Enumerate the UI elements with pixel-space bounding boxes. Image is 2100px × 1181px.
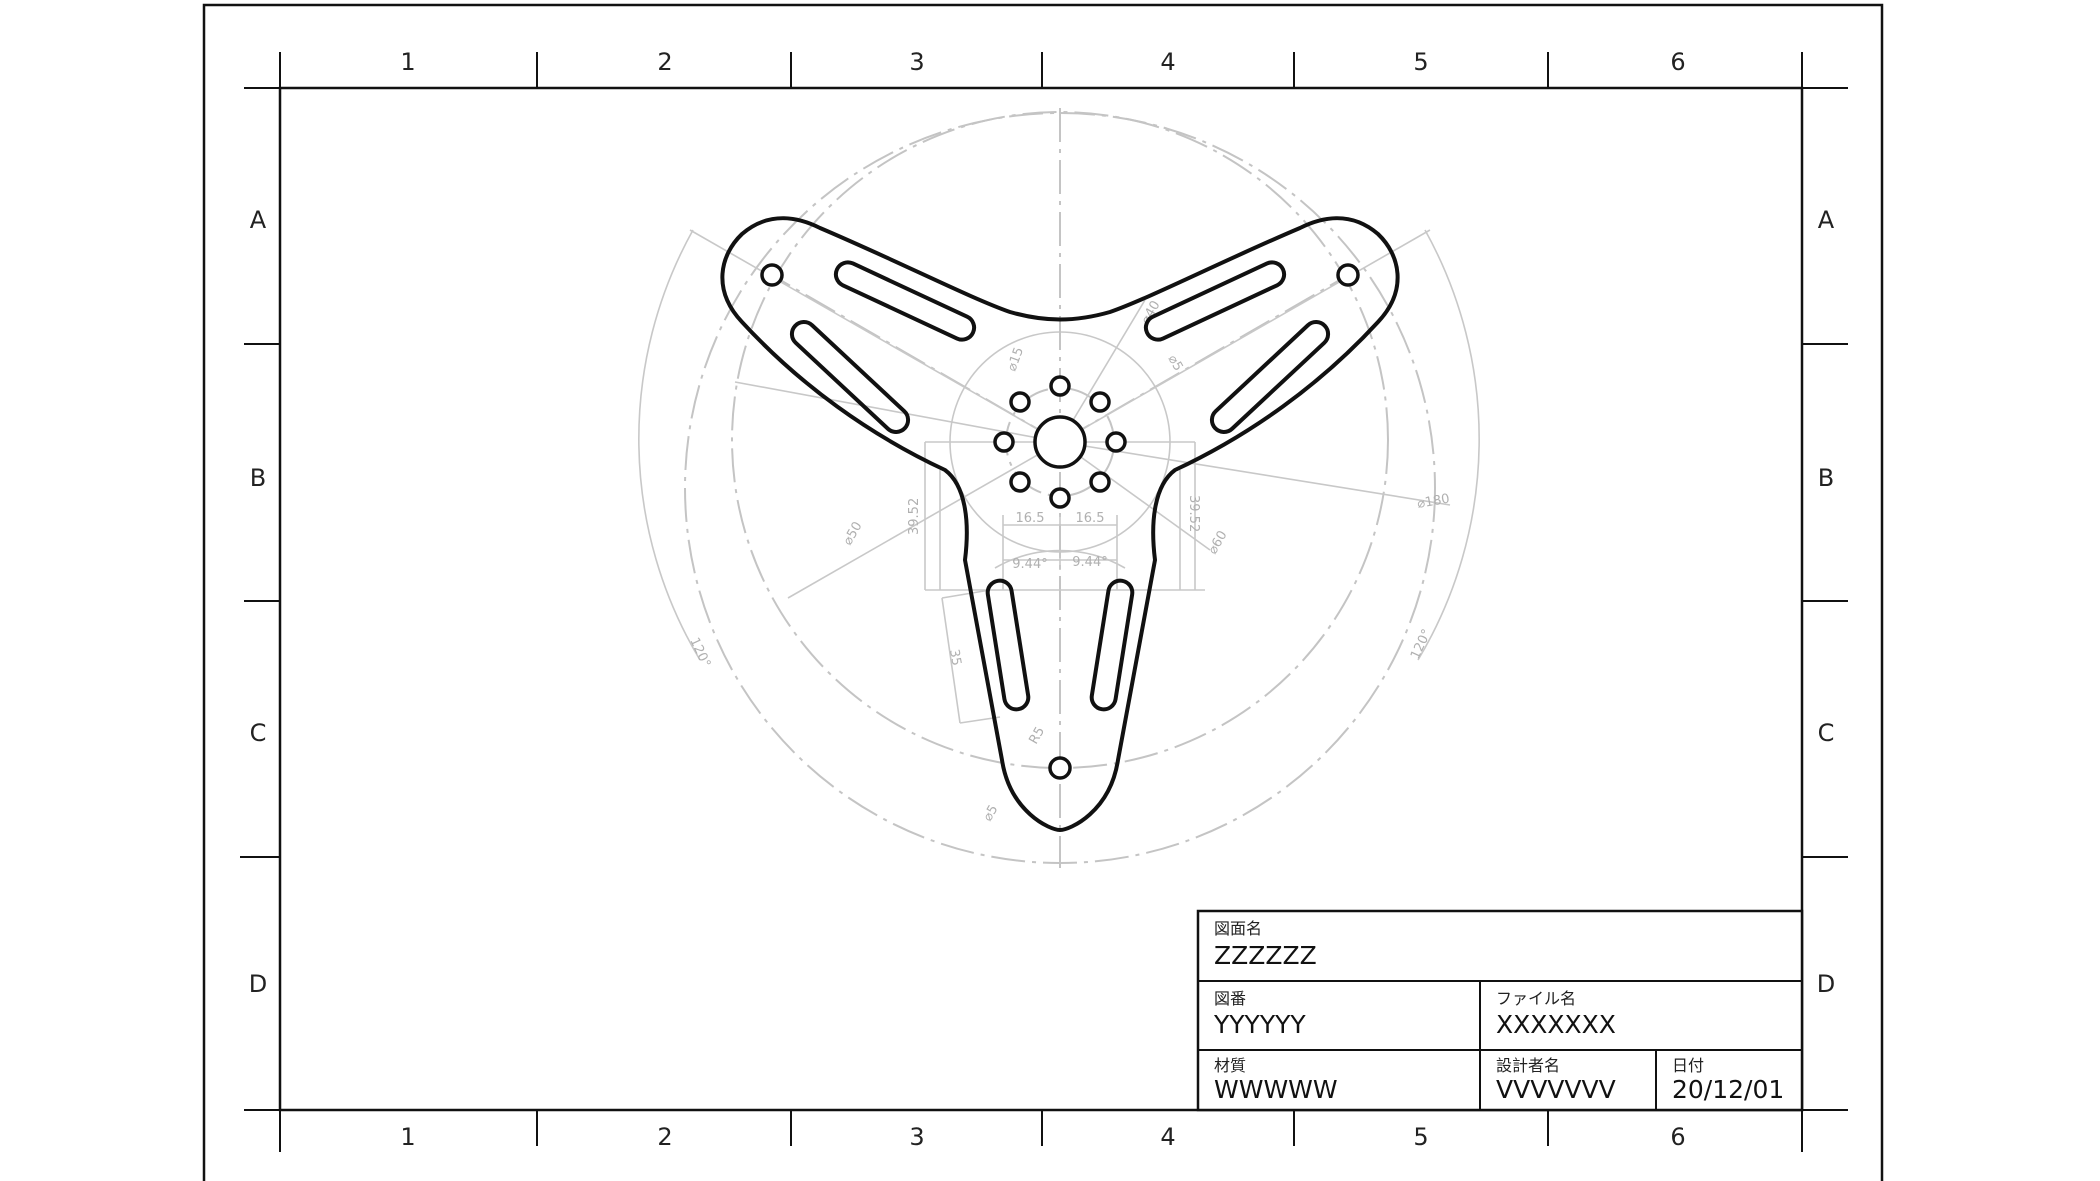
slot-top-right bbox=[1143, 260, 1287, 342]
column-label-bottom-3: 3 bbox=[909, 1123, 924, 1151]
dim-angle-120-right: 120° bbox=[1408, 627, 1435, 662]
column-label-top-5: 5 bbox=[1413, 48, 1428, 76]
column-label-top-1: 1 bbox=[400, 48, 415, 76]
part-outline bbox=[720, 216, 1400, 832]
dim-width-16-5-right: 16.5 bbox=[1076, 511, 1105, 526]
slot-upper-right bbox=[1209, 320, 1331, 434]
dim-length-35: 35 bbox=[946, 648, 964, 667]
column-label-top-3: 3 bbox=[909, 48, 924, 76]
slot-lower-left bbox=[985, 578, 1031, 712]
row-label-right-a: A bbox=[1818, 206, 1835, 234]
row-label-right-b: B bbox=[1818, 464, 1834, 492]
dim-height-39-52-left: 39.52 bbox=[907, 498, 922, 535]
dim-diameter-60: ⌀60 bbox=[1205, 528, 1230, 557]
hub-hole-7 bbox=[993, 431, 1015, 453]
row-label-right-c: C bbox=[1818, 719, 1835, 747]
mount-hole-left bbox=[760, 263, 784, 287]
dim-radius-5: R5 bbox=[1026, 725, 1048, 747]
row-label-left-b: B bbox=[250, 464, 266, 492]
column-label-bottom-6: 6 bbox=[1670, 1123, 1685, 1151]
material-label: 材質 bbox=[1214, 1056, 1246, 1075]
row-ticks bbox=[240, 343, 1848, 858]
dim-height-39-52-right: 39.52 bbox=[1186, 495, 1201, 532]
row-label-right-d: D bbox=[1817, 970, 1835, 998]
material-value: WWWWW bbox=[1214, 1075, 1338, 1104]
drawing-number-label: 図番 bbox=[1214, 989, 1246, 1008]
dim-angle-9-44-left: 9.44° bbox=[1012, 557, 1047, 572]
slot-top-left bbox=[833, 260, 977, 342]
date-value: 20/12/01 bbox=[1672, 1075, 1784, 1104]
dim-angle-120-left: 120° bbox=[686, 635, 713, 670]
column-label-bottom-5: 5 bbox=[1413, 1123, 1428, 1151]
slot-lower-right bbox=[1089, 578, 1135, 712]
file-name-label: ファイル名 bbox=[1496, 989, 1576, 1008]
drawing-number-value: YYYYYY bbox=[1213, 1010, 1306, 1039]
column-label-bottom-4: 4 bbox=[1160, 1123, 1175, 1151]
designer-label: 設計者名 bbox=[1496, 1056, 1560, 1075]
column-label-top-6: 6 bbox=[1670, 48, 1685, 76]
dim-angle-9-44-right: 9.44° bbox=[1072, 555, 1107, 570]
hub-hole-1 bbox=[1049, 375, 1071, 397]
dim-diameter-50: ⌀50 bbox=[840, 519, 865, 548]
hub-hole-3 bbox=[1105, 431, 1127, 453]
dim-diameter-5-bottom: ⌀5 bbox=[980, 803, 1001, 824]
column-label-bottom-1: 1 bbox=[400, 1123, 415, 1151]
date-label: 日付 bbox=[1672, 1056, 1704, 1075]
dim-width-16-5-left: 16.5 bbox=[1016, 511, 1045, 526]
drawing-name-value: ZZZZZZ bbox=[1214, 941, 1317, 970]
column-ticks bbox=[536, 52, 1549, 1146]
part-drawing: ⌀180 ⌀50 ⌀40 ⌀60 ⌀15 ⌀5 ⌀5 16.5 16.5 39.… bbox=[638, 108, 1480, 868]
column-label-bottom-2: 2 bbox=[657, 1123, 672, 1151]
bolt-circle bbox=[731, 111, 1389, 769]
column-label-top-2: 2 bbox=[657, 48, 672, 76]
designer-value: VVVVVVV bbox=[1496, 1075, 1616, 1104]
dim-diameter-180: ⌀180 bbox=[1416, 491, 1451, 511]
mount-hole-right bbox=[1336, 263, 1360, 287]
file-name-value: XXXXXXX bbox=[1496, 1010, 1616, 1039]
title-block: 図面名 ZZZZZZ 図番 YYYYYY ファイル名 XXXXXXX 材質 WW… bbox=[1196, 909, 1804, 1112]
hub-hole-6 bbox=[1009, 471, 1031, 493]
hub-hole-4 bbox=[1089, 471, 1111, 493]
hub-hole-8 bbox=[1009, 391, 1031, 413]
outer-frame bbox=[202, 3, 1884, 1181]
center-bore bbox=[1033, 415, 1087, 469]
drawing-name-label: 図面名 bbox=[1214, 919, 1262, 938]
dim-diameter-5: ⌀5 bbox=[1165, 353, 1186, 374]
hub-hole-5 bbox=[1049, 487, 1071, 509]
row-label-left-a: A bbox=[250, 206, 267, 234]
mount-hole-bottom bbox=[1048, 756, 1072, 780]
dim-diameter-15: ⌀15 bbox=[1005, 345, 1027, 373]
column-label-top-4: 4 bbox=[1160, 48, 1175, 76]
row-label-left-d: D bbox=[249, 970, 267, 998]
row-label-left-c: C bbox=[250, 719, 267, 747]
slot-upper-left bbox=[789, 320, 911, 434]
hub-hole-2 bbox=[1089, 391, 1111, 413]
